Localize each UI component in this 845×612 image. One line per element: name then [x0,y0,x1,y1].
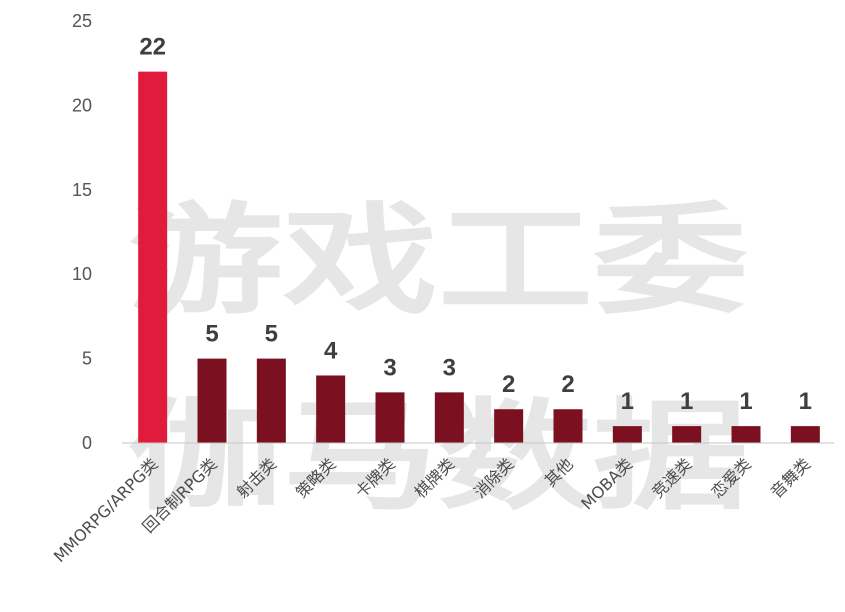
bar [375,392,405,443]
bar [434,392,464,443]
bar [790,426,820,443]
category-label: 音舞类 [767,454,814,501]
bar [256,358,286,443]
data-label: 1 [621,388,634,415]
data-label: 1 [739,388,752,415]
bar [494,409,524,443]
y-axis: 0 5 10 15 20 25 [72,11,92,453]
y-tick-label: 0 [82,433,92,453]
data-labels: 225 543 32 21 1 1 1 [139,34,812,415]
bars [138,71,820,443]
bar [197,358,227,443]
y-tick-label: 10 [72,264,92,284]
data-label: 2 [561,371,574,398]
bar [672,426,702,443]
y-tick-label: 15 [72,180,92,200]
bar [138,71,168,443]
data-label: 1 [799,388,812,415]
data-label: 5 [205,321,218,348]
bar [553,409,583,443]
bar [612,426,642,443]
data-label: 3 [383,354,396,381]
y-tick-label: 5 [82,349,92,369]
bar [316,375,346,443]
data-label: 3 [443,354,456,381]
data-label: 4 [324,337,338,364]
data-label: 22 [139,34,166,61]
y-tick-label: 20 [72,95,92,115]
bar [731,426,761,443]
data-label: 5 [265,321,278,348]
y-tick-label: 25 [72,11,92,31]
watermark-line-1: 游戏工委 [128,192,748,331]
data-label: 2 [502,371,515,398]
data-label: 1 [680,388,693,415]
